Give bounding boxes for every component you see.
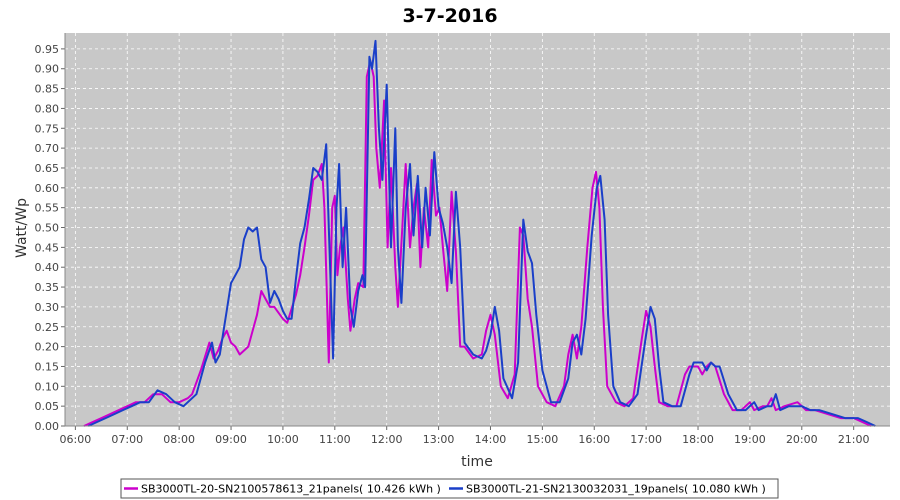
- x-tick-label: 06:00: [60, 433, 92, 446]
- x-axis-label: time: [461, 454, 493, 470]
- plot-area: [65, 33, 890, 426]
- y-tick-label: 0.85: [35, 83, 60, 96]
- legend: SB3000TL-20-SN2100578613_21panels( 10.42…: [120, 478, 779, 499]
- x-tick-label: 07:00: [111, 433, 143, 446]
- x-tick-label: 10:00: [267, 433, 299, 446]
- y-tick-label: 0.90: [35, 63, 60, 76]
- axes: 0.00 0.05 0.10 0.15 0.20 0.25 0.30 0.35 0.40 0.45…: [35, 33, 890, 446]
- y-tick-label: 0.10: [35, 380, 60, 393]
- y-tick-label: 0.60: [35, 182, 60, 195]
- y-tick-label: 0.20: [35, 341, 60, 354]
- x-tick-label: 20:00: [786, 433, 818, 446]
- y-tick-label: 0.50: [35, 222, 60, 235]
- x-tick-label: 08:00: [163, 433, 195, 446]
- legend-label-2: SB3000TL-21-SN2130032031_19panels( 10.08…: [466, 483, 766, 496]
- series-line-1: [83, 59, 872, 427]
- y-tick-label: 0.30: [35, 301, 60, 314]
- y-tick-label: 0.05: [35, 400, 60, 413]
- x-tick-label: 16:00: [578, 433, 610, 446]
- y-axis-label: Watt/Wp: [14, 198, 30, 258]
- y-tick-label: 0.55: [35, 202, 60, 215]
- x-tick-label: 13:00: [423, 433, 455, 446]
- y-tick-label: 0.65: [35, 162, 60, 175]
- legend-label-1: SB3000TL-20-SN2100578613_21panels( 10.42…: [141, 483, 441, 496]
- y-tick-label: 0.80: [35, 102, 60, 115]
- series-line-2: [87, 39, 876, 427]
- x-tick-label: 21:00: [838, 433, 870, 446]
- y-tick-label: 0.15: [35, 360, 60, 373]
- x-tick-label: 09:00: [215, 433, 247, 446]
- y-tick-label: 0.35: [35, 281, 60, 294]
- y-tick-label: 0.40: [35, 261, 60, 274]
- x-tick-label: 12:00: [371, 433, 403, 446]
- y-tick-label: 0.70: [35, 142, 60, 155]
- y-tick-label: 0.45: [35, 241, 60, 254]
- x-tick-label: 11:00: [319, 433, 351, 446]
- x-tick-label: 14:00: [475, 433, 507, 446]
- series-layer: [83, 39, 876, 427]
- x-tick-label: 15:00: [527, 433, 559, 446]
- x-tick-label: 18:00: [682, 433, 714, 446]
- x-tick-label: 17:00: [630, 433, 662, 446]
- y-tick-label: 0.95: [35, 43, 60, 56]
- y-tick-label: 0.00: [35, 420, 60, 433]
- y-tick-label: 0.25: [35, 321, 60, 334]
- x-tick-label: 19:00: [734, 433, 766, 446]
- y-tick-label: 0.75: [35, 122, 60, 135]
- chart-title: 3-7-2016: [402, 5, 497, 27]
